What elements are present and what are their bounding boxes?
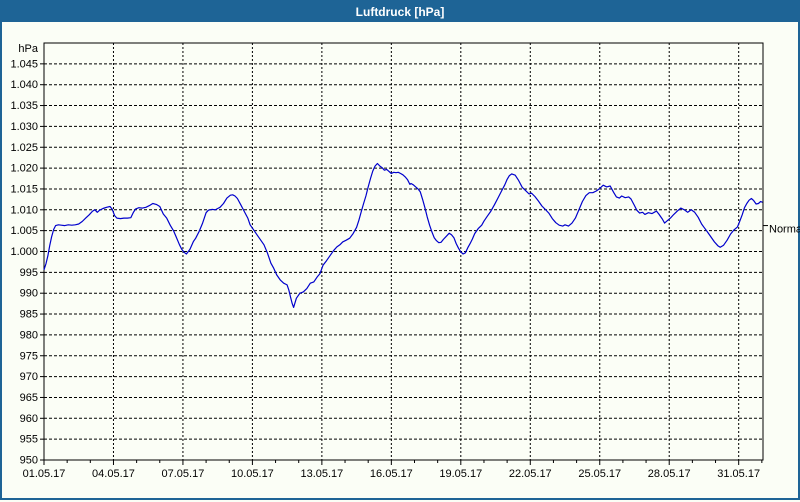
- y-tick-label: 1.030: [10, 121, 38, 133]
- x-axis-labels: 01.05.17 04.05.17 07.05.17 10.05.17 13.05.17…: [23, 468, 761, 480]
- y-tick-label: 955: [20, 434, 38, 446]
- y-axis-labels: 1.045 1.040 1.035 1.030 1.025 1.020 1.015 1.010…: [10, 58, 38, 466]
- x-axis-ticks: [43, 460, 763, 465]
- x-tick-label: 13.05.17: [300, 468, 343, 480]
- normal-marker: Normal: [763, 224, 800, 236]
- y-tick-label: 1.015: [10, 183, 38, 195]
- y-tick-label: 965: [20, 392, 38, 404]
- y-tick-label: 1.020: [10, 163, 38, 175]
- y-tick-label: 950: [20, 455, 38, 467]
- gridlines-horizontal: [44, 63, 763, 440]
- y-tick-label: 975: [20, 350, 38, 362]
- y-axis-unit-label: hPa: [18, 43, 38, 55]
- x-tick-label: 25.05.17: [578, 468, 621, 480]
- x-tick-label: 16.05.17: [370, 468, 413, 480]
- x-tick-label: 10.05.17: [231, 468, 274, 480]
- x-tick-label: 04.05.17: [92, 468, 135, 480]
- y-tick-label: 1.035: [10, 100, 38, 112]
- normal-label: Normal: [769, 224, 800, 236]
- y-tick-label: 985: [20, 309, 38, 321]
- y-tick-label: 990: [20, 288, 38, 300]
- y-tick-label: 1.010: [10, 204, 38, 216]
- y-tick-label: 995: [20, 267, 38, 279]
- pressure-line: [43, 162, 763, 308]
- y-tick-label: 1.045: [10, 58, 38, 70]
- x-tick-label: 22.05.17: [509, 468, 552, 480]
- x-tick-label: 28.05.17: [648, 468, 691, 480]
- y-tick-label: 970: [20, 371, 38, 383]
- y-tick-label: 1.000: [10, 246, 38, 258]
- window-title: Luftdruck [hPa]: [355, 5, 445, 19]
- y-tick-label: 980: [20, 329, 38, 341]
- x-tick-label: 31.05.17: [717, 468, 760, 480]
- y-tick-label: 1.040: [10, 79, 38, 91]
- y-tick-label: 960: [20, 413, 38, 425]
- title-bar: Luftdruck [hPa]: [2, 2, 798, 22]
- x-tick-label: 19.05.17: [439, 468, 482, 480]
- y-tick-label: 1.005: [10, 225, 38, 237]
- y-axis-ticks: [40, 63, 44, 461]
- y-tick-label: 1.025: [10, 142, 38, 154]
- x-tick-label: 01.05.17: [23, 468, 66, 480]
- x-tick-label: 07.05.17: [162, 468, 205, 480]
